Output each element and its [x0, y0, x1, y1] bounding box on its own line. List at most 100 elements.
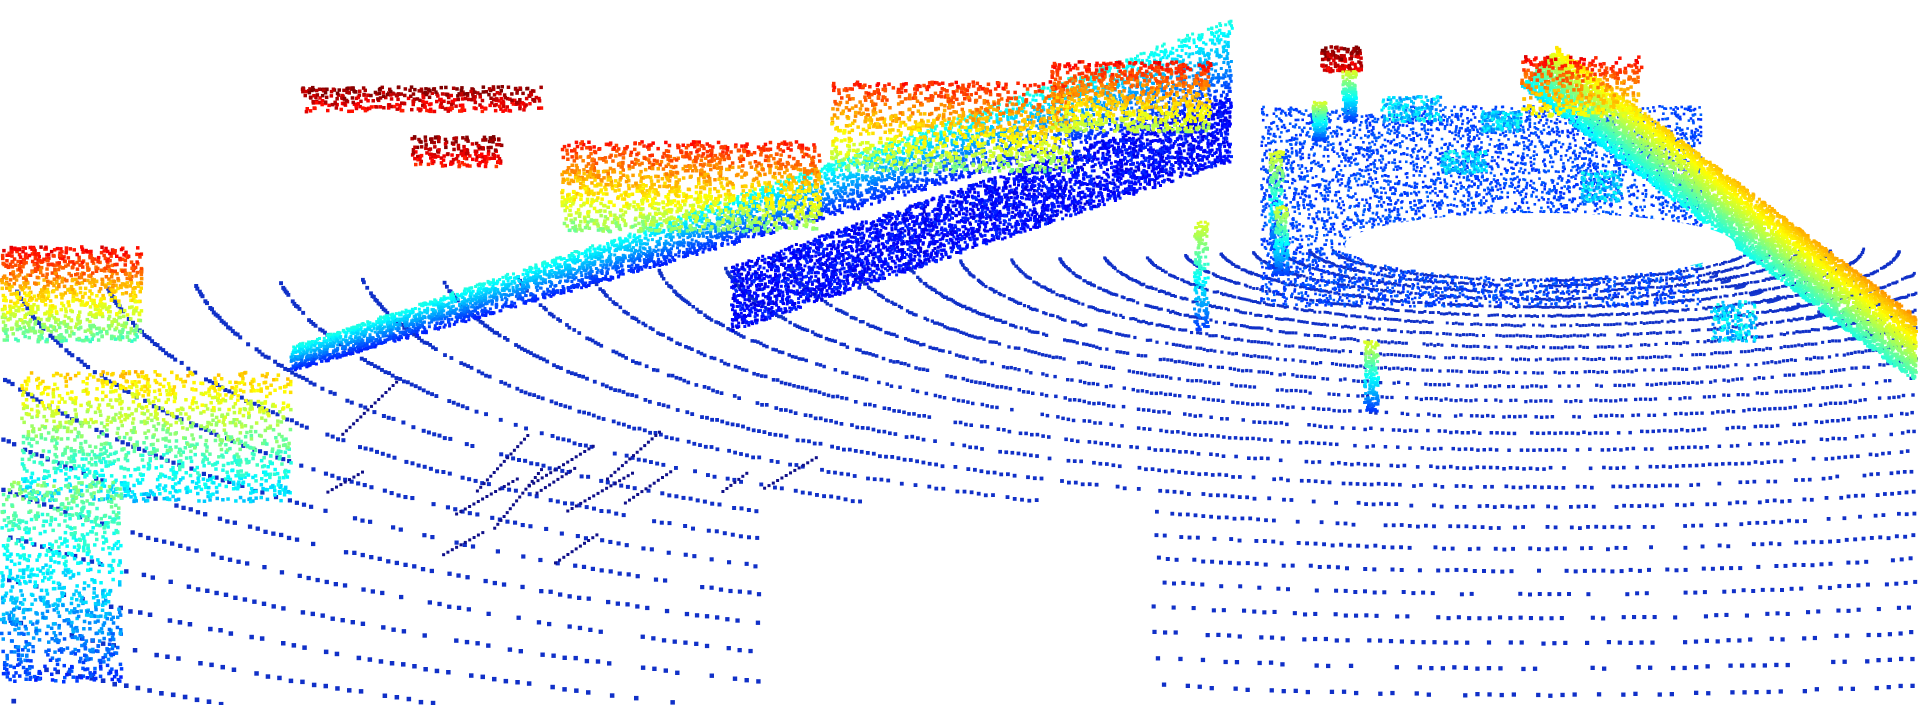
ground-point: [1148, 428, 1152, 432]
ground-point: [1494, 547, 1498, 551]
ground-point: [911, 389, 915, 393]
ground-point: [1007, 345, 1010, 348]
ground-point: [801, 439, 805, 443]
ground-point: [1560, 306, 1563, 309]
ground-point: [986, 425, 990, 429]
ground-point: [1806, 316, 1809, 319]
ground-point: [1046, 414, 1050, 418]
ground-point: [1669, 447, 1673, 451]
ground-point: [780, 486, 784, 490]
ground-point: [1563, 357, 1566, 360]
ground-point: [1378, 328, 1381, 331]
ground-point: [1246, 285, 1249, 288]
ground-point: [1421, 311, 1424, 314]
ground-point: [1594, 398, 1597, 401]
ground-point: [974, 336, 977, 339]
ground-point: [1357, 339, 1360, 342]
ground-point: [1376, 464, 1380, 468]
ground-point: [1803, 389, 1806, 392]
ground-point: [1363, 295, 1366, 298]
ground-point: [1714, 379, 1717, 382]
ground-point: [964, 423, 968, 427]
ground-point: [1204, 381, 1207, 384]
ground-point: [1211, 434, 1215, 438]
ground-point: [1862, 383, 1865, 386]
ground-point: [1515, 358, 1518, 361]
ground-point: [1241, 369, 1244, 372]
ground-point: [1349, 350, 1352, 353]
ground-point: [1907, 430, 1911, 434]
ground-point: [1835, 475, 1839, 479]
ground-point: [1905, 412, 1909, 416]
ground-point: [622, 423, 626, 427]
ground-point: [1197, 364, 1200, 367]
ground-point: [1303, 360, 1306, 363]
ground-point: [1279, 459, 1283, 463]
ground-point: [648, 431, 652, 435]
ground-point: [373, 364, 377, 368]
ground-point: [1334, 349, 1337, 352]
ground-point: [1305, 460, 1309, 464]
ground-point: [1616, 323, 1619, 326]
ground-point: [1706, 365, 1709, 368]
ground-point: [1394, 309, 1397, 312]
ground-point: [1854, 400, 1857, 403]
ground-point: [756, 401, 760, 405]
ground-point: [1438, 429, 1442, 433]
ground-point: [1381, 395, 1384, 398]
ground-point: [1183, 280, 1186, 283]
ground-point: [1121, 334, 1124, 337]
ground-point: [1376, 307, 1379, 310]
ground-point: [1760, 442, 1764, 446]
ground-point: [1468, 313, 1471, 316]
ground-point: [1392, 367, 1395, 370]
ground-point: [602, 417, 606, 421]
ground-point: [1619, 485, 1623, 489]
ground-point: [1419, 483, 1423, 487]
ground-point: [992, 340, 995, 343]
ground-point: [1754, 460, 1758, 464]
ground-point: [1258, 370, 1261, 373]
ground-point: [1430, 397, 1433, 400]
ground-point: [1264, 518, 1268, 522]
ground-point: [1801, 317, 1804, 320]
ground-point: [1233, 517, 1237, 521]
ground-point: [1305, 541, 1309, 545]
ground-point: [1029, 277, 1032, 280]
ground-point: [1693, 445, 1697, 449]
ground-point: [1685, 412, 1688, 415]
ground-point: [1317, 442, 1321, 446]
ground-point: [1289, 318, 1292, 321]
ground-point: [1070, 378, 1073, 381]
ground-point: [1696, 318, 1699, 321]
ground-point: [872, 452, 876, 456]
ground-point: [1119, 350, 1122, 353]
ground-point: [1281, 404, 1284, 407]
ground-point: [1413, 320, 1416, 323]
ground-point: [1884, 379, 1887, 382]
ground-point: [1129, 445, 1133, 449]
ground-point: [1647, 484, 1651, 488]
ground-point: [1476, 345, 1479, 348]
ground-point: [559, 366, 563, 370]
ground-point: [1779, 321, 1782, 324]
ground-point: [1041, 353, 1044, 356]
ground-point: [1204, 472, 1208, 476]
ground-point: [1674, 412, 1677, 415]
ground-point: [1029, 371, 1032, 374]
ground-point: [1391, 546, 1395, 550]
ground-point: [1734, 293, 1737, 296]
ground-point: [1564, 400, 1567, 403]
ground-point: [1710, 279, 1713, 282]
ground-point: [1489, 323, 1492, 326]
ground-point: [756, 373, 760, 377]
ground-point: [1469, 485, 1473, 489]
ground-point: [966, 379, 970, 383]
ground-point: [1304, 375, 1307, 378]
ground-point: [1522, 334, 1525, 337]
ground-point: [1491, 357, 1494, 360]
ground-point: [813, 442, 817, 446]
ground-point: [1590, 297, 1593, 300]
ground-point: [1461, 431, 1465, 435]
ground-point: [1758, 408, 1761, 411]
